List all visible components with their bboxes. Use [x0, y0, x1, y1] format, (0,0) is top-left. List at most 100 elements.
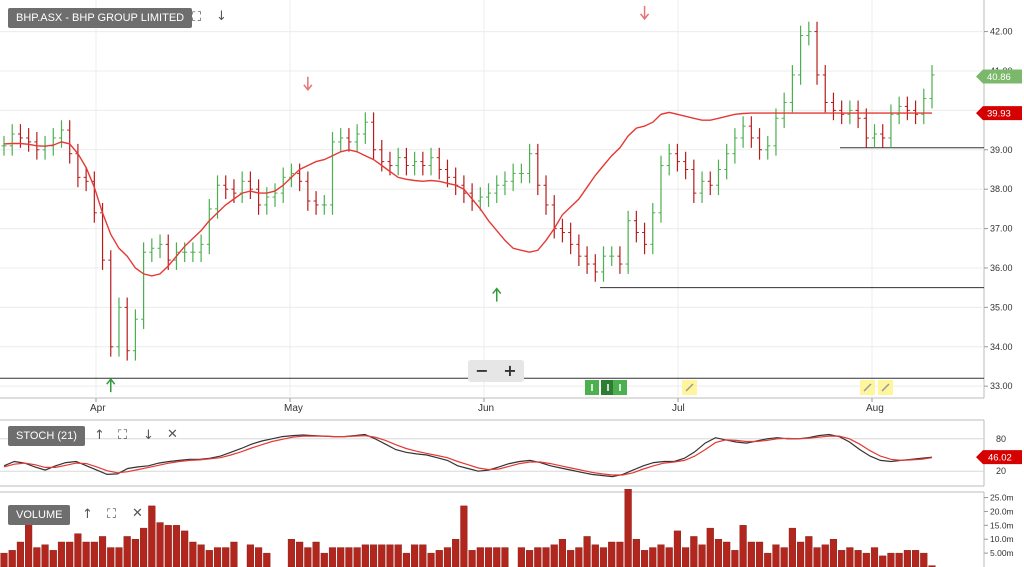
- price-axis: 42.0041.0040.0039.0038.0037.0036.0035.00…: [976, 27, 1022, 391]
- zoom-control[interactable]: − +: [468, 360, 524, 382]
- volume-bar: [616, 541, 624, 567]
- volume-bar: [304, 547, 312, 567]
- volume-bar: [140, 527, 148, 567]
- volume-bar: [813, 547, 821, 567]
- volume-bar: [805, 536, 813, 567]
- buy-arrow-head: [492, 287, 502, 295]
- volume-bar: [755, 541, 764, 567]
- volume-bar: [172, 525, 181, 567]
- volume-tick-label: 20.0m: [990, 506, 1014, 516]
- volume-bar: [427, 552, 435, 567]
- volume-bar: [296, 541, 304, 567]
- volume-bar: [8, 550, 16, 567]
- volume-bar: [74, 533, 82, 567]
- volume-bar: [328, 547, 337, 567]
- volume-bar: [263, 552, 271, 567]
- price-tick-label: 33.00: [990, 381, 1013, 391]
- volume-bar: [411, 544, 419, 567]
- volume-bar: [49, 550, 57, 567]
- date-tick-label: Jul: [672, 403, 685, 414]
- pencil-icon: [863, 383, 872, 392]
- volume-bar: [337, 547, 345, 567]
- sell-arrow-head: [639, 13, 650, 21]
- ma-value-badge-bg: [976, 106, 1022, 121]
- volume-bar: [386, 544, 394, 567]
- volume-bar: [66, 541, 74, 567]
- volume-bar: [123, 536, 131, 567]
- event-markers[interactable]: [585, 380, 893, 395]
- price-tick-label: 38.00: [990, 184, 1013, 194]
- pencil-icon: [881, 383, 890, 392]
- volume-bar: [599, 547, 608, 567]
- volume-bar: [16, 541, 24, 567]
- moving-average-line: [3, 111, 932, 277]
- volume-bar: [575, 547, 583, 567]
- volume-bar: [526, 550, 534, 567]
- price-tick-label: 37.00: [990, 224, 1013, 234]
- volume-bar: [493, 547, 501, 567]
- volume-bar: [230, 541, 238, 567]
- volume-bar: [353, 547, 361, 567]
- close-icon[interactable]: ✕: [132, 506, 143, 521]
- zoom-in-button[interactable]: +: [503, 361, 517, 380]
- close-icon[interactable]: ✕: [167, 427, 178, 442]
- volume-bar: [706, 527, 714, 567]
- volume-bar: [690, 536, 698, 567]
- volume-bar: [41, 544, 49, 567]
- date-tick-label: Aug: [866, 403, 884, 414]
- price-tick-label: 39.00: [990, 145, 1013, 155]
- volume-bar: [567, 550, 575, 567]
- price-tick-label: 36.00: [990, 263, 1013, 273]
- volume-bar: [714, 539, 723, 567]
- volume-bar: [838, 550, 846, 567]
- expand-icon[interactable]: ⛶: [192, 10, 202, 25]
- volume-bar: [131, 539, 139, 567]
- volume-bar: [476, 547, 484, 567]
- volume-bar: [517, 547, 525, 567]
- arrow-up-icon[interactable]: ↑: [82, 507, 93, 522]
- volume-label[interactable]: VOLUME: [8, 505, 71, 525]
- buy-arrow-head: [106, 377, 116, 385]
- volume-bar: [402, 552, 410, 567]
- volume-bar: [197, 544, 205, 567]
- volume-bar: [903, 550, 911, 567]
- volume-bar: [780, 547, 788, 567]
- volume-bar: [90, 541, 98, 567]
- volume-bar: [887, 552, 895, 567]
- volume-bar: [608, 541, 616, 567]
- volume-bar: [98, 536, 107, 567]
- volume-bar: [550, 544, 558, 567]
- volume-tick-label: 5.00m: [990, 548, 1014, 558]
- ma-value-badge: 39.93: [987, 109, 1011, 120]
- last-price-badge-bg: [976, 69, 1022, 84]
- expand-icon[interactable]: ⛶: [107, 507, 117, 522]
- zoom-out-button[interactable]: −: [475, 361, 489, 380]
- volume-bar: [624, 489, 632, 567]
- stoch-tick-label: 80: [996, 434, 1006, 444]
- expand-icon[interactable]: ⛶: [118, 428, 128, 443]
- volume-bar: [164, 525, 172, 567]
- volume-bar: [148, 505, 156, 567]
- date-axis: Apr May Jun Jul Aug: [90, 398, 884, 414]
- stoch-label[interactable]: STOCH (21): [8, 426, 85, 446]
- date-tick-label: May: [284, 403, 303, 414]
- stoch-value-badge: 46.02: [988, 453, 1012, 464]
- stochastic-panel: 80 20 46.02: [0, 419, 1022, 487]
- volume-bar: [369, 544, 378, 567]
- volume-bar: [764, 552, 772, 567]
- arrow-up-icon[interactable]: ↑: [94, 428, 105, 443]
- volume-bar: [57, 541, 66, 567]
- arrow-down-icon[interactable]: ↓: [216, 9, 227, 24]
- volume-bar: [205, 550, 213, 567]
- symbol-label[interactable]: BHP.ASX - BHP GROUP LIMITED: [8, 8, 193, 28]
- volume-bar: [394, 544, 402, 567]
- volume-bar: [895, 552, 903, 567]
- volume-bar: [419, 544, 427, 567]
- volume-panel: 25.0m 20.0m 15.0m 10.0m 5.00m: [0, 489, 1014, 567]
- volume-bar: [583, 536, 591, 567]
- volume-bar: [731, 550, 739, 567]
- arrow-down-icon[interactable]: ↓: [143, 428, 154, 443]
- volume-bar: [879, 555, 887, 567]
- volume-bar: [591, 544, 599, 567]
